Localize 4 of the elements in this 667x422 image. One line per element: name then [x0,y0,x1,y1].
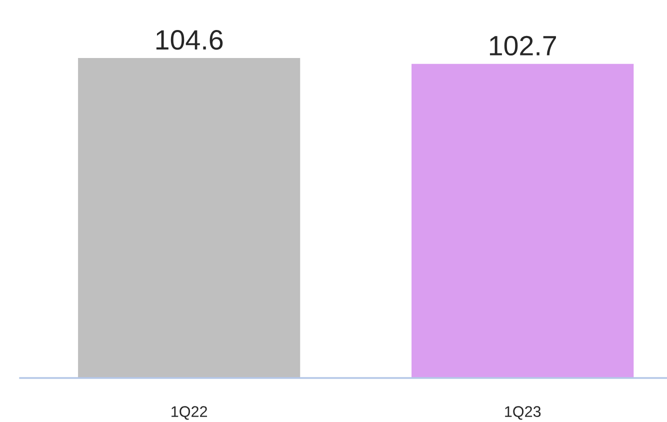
x-tick-label: 1Q23 [505,406,541,420]
x-tick-label: 1Q22 [172,406,208,420]
data-label: 102.7 [490,36,556,56]
data-label: 104.6 [156,30,223,50]
